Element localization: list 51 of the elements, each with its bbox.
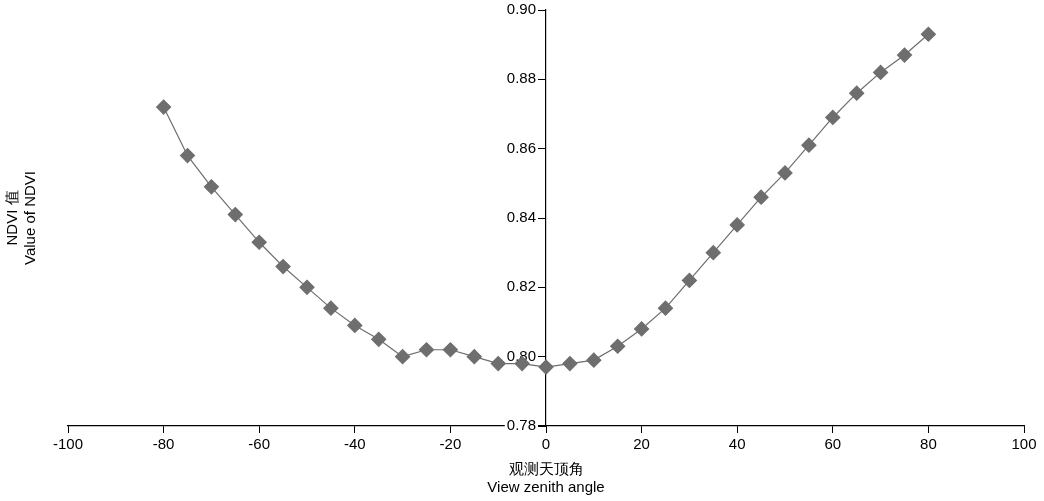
point — [849, 85, 865, 101]
point — [586, 352, 602, 368]
x-tick-label: -40 — [343, 435, 366, 453]
point — [753, 189, 769, 205]
point — [418, 342, 435, 358]
point — [705, 245, 721, 261]
point — [562, 356, 578, 372]
point — [920, 26, 936, 42]
y-tick-label: 0.88 — [506, 69, 536, 87]
x-tick-label: -60 — [248, 435, 271, 453]
x-tick-label: -100 — [52, 435, 84, 453]
point — [299, 279, 315, 295]
y-tick-label: 0.86 — [506, 138, 536, 156]
x-tick-label: 60 — [824, 435, 842, 453]
point — [395, 349, 411, 365]
point — [490, 356, 506, 372]
point — [825, 109, 841, 126]
y-tick-label: 0.78 — [506, 416, 536, 434]
point — [681, 272, 697, 288]
point — [371, 331, 387, 347]
point — [610, 338, 626, 354]
point — [251, 234, 267, 250]
point — [466, 349, 482, 365]
point — [275, 258, 291, 275]
point — [347, 317, 363, 334]
x-axis-title: 观测天顶角 View zenith angle — [487, 460, 605, 496]
point — [896, 47, 913, 63]
point — [801, 137, 817, 153]
point — [203, 179, 219, 195]
point — [873, 64, 889, 80]
x-tick-label: 100 — [1011, 435, 1037, 453]
y-axis-title: NDVI 值 Value of NDVI — [3, 171, 39, 265]
x-tick-label: -80 — [152, 435, 175, 453]
point — [657, 300, 674, 316]
x-tick-label: 20 — [633, 435, 650, 453]
y-tick-label: 0.82 — [506, 277, 536, 295]
x-tick-label: 0 — [541, 435, 551, 453]
point — [729, 217, 745, 233]
point — [777, 165, 793, 181]
x-tick-label: 80 — [920, 435, 937, 453]
point — [156, 99, 172, 115]
y-tick-label: 0.84 — [506, 208, 536, 226]
point — [179, 148, 196, 164]
y-tick-label: 0.90 — [506, 0, 536, 18]
point — [634, 321, 650, 337]
x-tick-label: 40 — [728, 435, 746, 453]
point — [442, 342, 458, 358]
point — [323, 300, 339, 316]
point — [538, 359, 554, 375]
point — [227, 206, 243, 223]
x-tick-label: -20 — [439, 435, 462, 453]
